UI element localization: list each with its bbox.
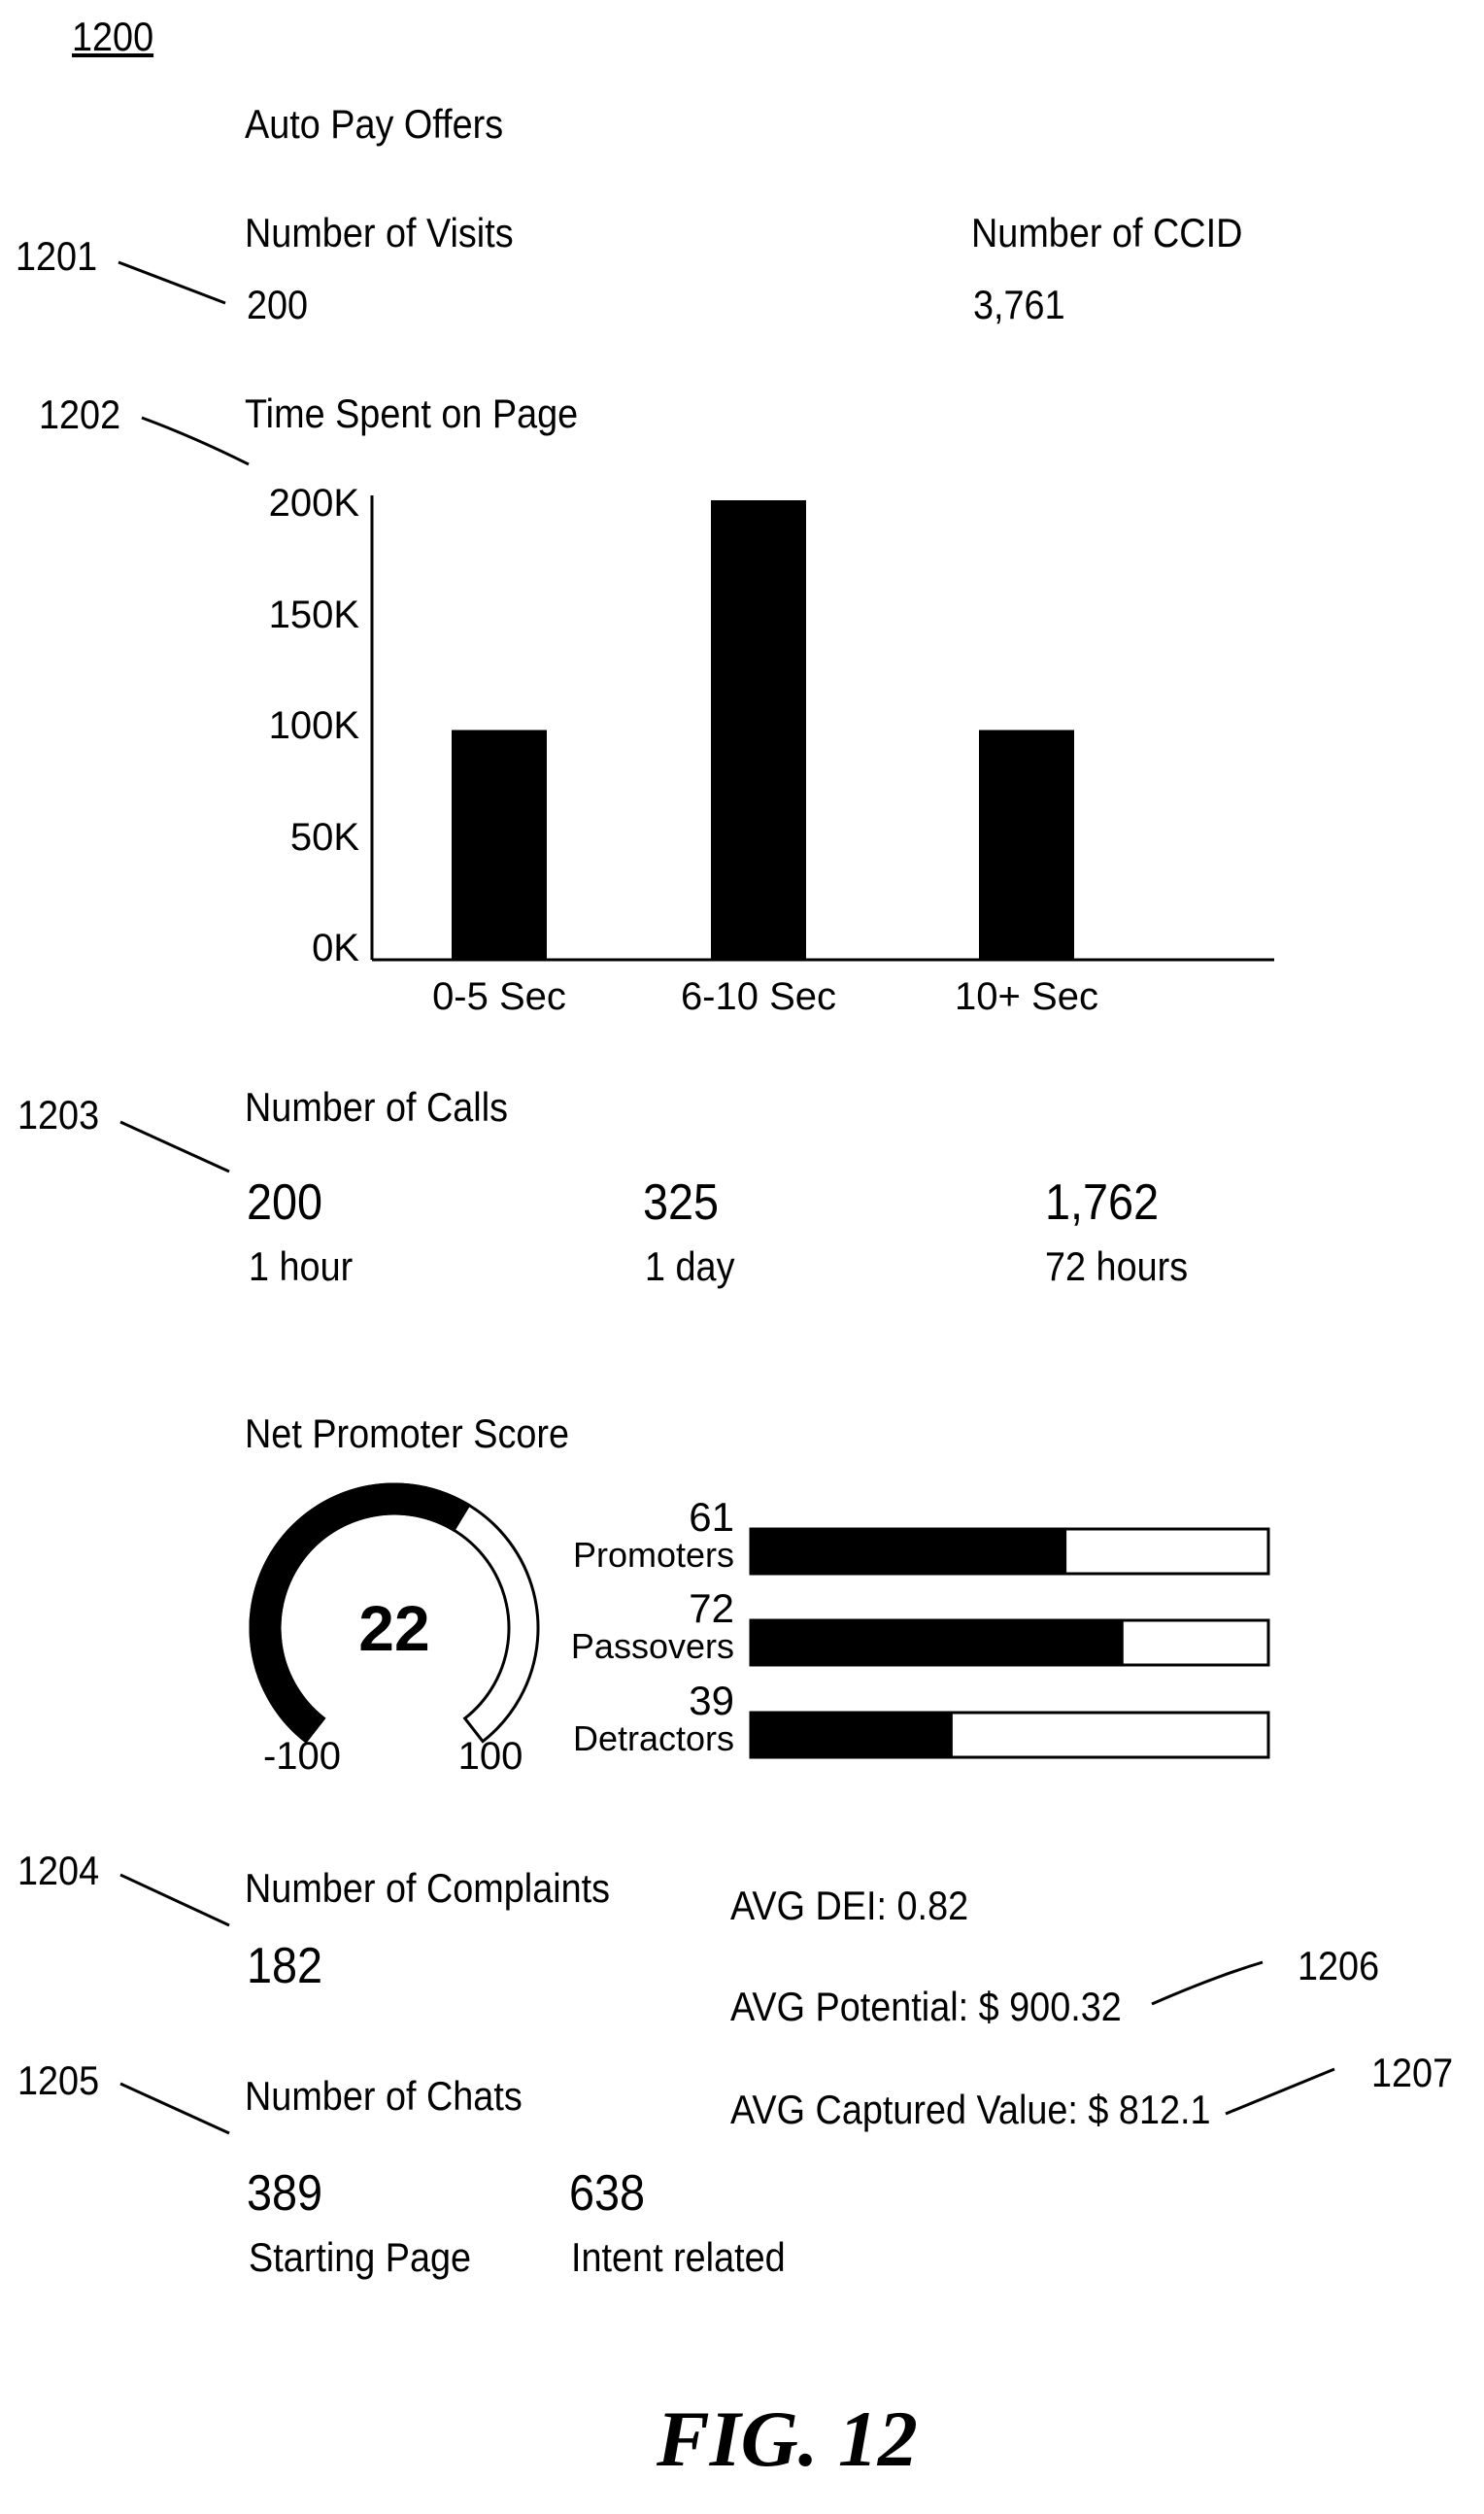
nps-label: Net Promoter Score (245, 1410, 570, 1456)
nps-group-count: 72 (689, 1585, 734, 1631)
figure-ref: 1200 (72, 14, 154, 59)
leader-lines (118, 260, 1335, 2135)
ref-1205: 1205 (17, 2057, 100, 2103)
leader-line-1205 (119, 2082, 230, 2135)
y-tick-label: 150K (268, 593, 359, 636)
time-chart (370, 495, 1274, 962)
x-tick-label: 6-10 Sec (680, 975, 837, 1018)
leader-line-1201 (118, 260, 226, 305)
x-tick-label: 10+ Sec (955, 975, 1098, 1018)
avg-potential: AVG Potential: $ 900.32 (730, 1984, 1122, 2029)
nps-bars (749, 1527, 1270, 1759)
ccid-value: 3,761 (973, 282, 1065, 327)
calls-label: Number of Calls (245, 1084, 508, 1130)
bar-10-sec (979, 730, 1074, 960)
bar-0-5-sec (452, 730, 547, 960)
ref-1202: 1202 (39, 391, 121, 437)
y-tick-label: 0K (312, 927, 359, 969)
leader-line-1206 (1151, 1960, 1264, 2006)
nps-group-name: Detractors (572, 1718, 734, 1758)
nps-group-count: 61 (689, 1494, 734, 1540)
complaints-label: Number of Complaints (245, 1865, 611, 1911)
y-tick-label: 200K (268, 482, 359, 525)
nps-gauge (249, 1482, 540, 1744)
ref-1203: 1203 (17, 1092, 100, 1138)
calls-value: 200 (247, 1174, 323, 1231)
page-title: Auto Pay Offers (245, 101, 504, 147)
calls-period: 1 day (645, 1243, 735, 1289)
nps-max-label: 100 (457, 1735, 523, 1778)
nps-group-name: Passovers (570, 1626, 734, 1666)
chats-item-label: Intent related (571, 2234, 786, 2280)
nps-bar-fill-passovers (751, 1620, 1124, 1665)
nps-min-label: -100 (262, 1735, 342, 1778)
calls-value: 1,762 (1045, 1174, 1160, 1231)
chats-value: 389 (247, 2165, 323, 2222)
leader-line-1202 (141, 416, 250, 466)
nps-group-count: 39 (689, 1678, 734, 1723)
ref-1206: 1206 (1298, 1943, 1380, 1988)
chart-title: Time Spent on Page (245, 391, 579, 436)
y-tick-label: 100K (268, 704, 359, 747)
leader-line-1203 (119, 1120, 230, 1173)
bar-6-10-sec (711, 500, 806, 960)
leader-line-1207 (1225, 2067, 1335, 2116)
avg-dei: AVG DEI: 0.82 (730, 1883, 969, 1928)
chats-value: 638 (569, 2165, 646, 2222)
avg-captured-value: AVG Captured Value: $ 812.1 (730, 2087, 1211, 2132)
nps-bar-fill-promoters (751, 1529, 1067, 1574)
leader-line-1204 (119, 1873, 230, 1927)
visits-label: Number of Visits (245, 210, 514, 255)
ccid-label: Number of CCID (971, 210, 1243, 255)
visits-value: 200 (247, 282, 309, 327)
ref-1207: 1207 (1371, 2050, 1454, 2095)
nps-bar-fill-detractors (751, 1713, 953, 1757)
calls-period: 72 hours (1045, 1243, 1189, 1289)
gauge-fill (249, 1482, 471, 1744)
complaints-value: 182 (247, 1938, 323, 1994)
nps-group-name: Promoters (572, 1535, 734, 1575)
calls-value: 325 (643, 1174, 720, 1231)
x-tick-label: 0-5 Sec (432, 975, 566, 1018)
ref-1204: 1204 (17, 1848, 100, 1893)
nps-score: 22 (358, 1592, 430, 1664)
chats-label: Number of Chats (245, 2073, 523, 2119)
figure-caption: FIG. 12 (657, 2395, 918, 2483)
ref-1201: 1201 (16, 233, 98, 279)
y-tick-label: 50K (289, 815, 359, 859)
chats-item-label: Starting Page (249, 2234, 472, 2280)
calls-period: 1 hour (249, 1243, 354, 1289)
